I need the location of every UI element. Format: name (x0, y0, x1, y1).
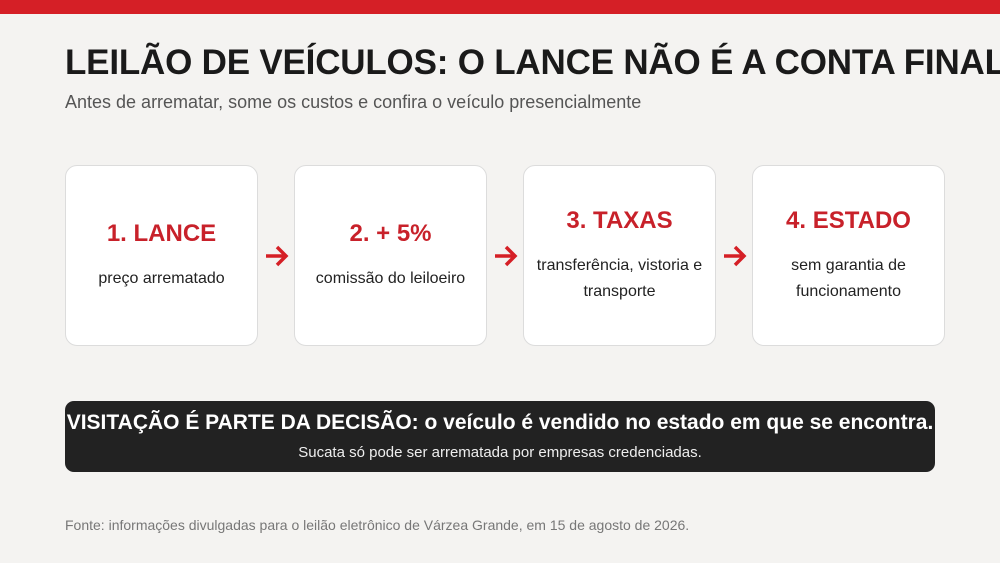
step-text: sem garantia de funcionamento (791, 256, 906, 300)
banner-note: Sucata só pode ser arrematada por empres… (298, 444, 702, 461)
step-text: comissão do leiloeiro (315, 269, 466, 287)
step-card: 2. + 5% comissão do leiloeiro (294, 165, 487, 346)
step-title: 3. TAXAS (566, 206, 673, 234)
step-title: 4. ESTADO (786, 206, 911, 234)
step-card: 1. LANCE preço arrematado (65, 165, 258, 346)
step-text: preço arrematado (98, 269, 225, 287)
title: LEILÃO DE VEÍCULOS: O LANCE NÃO É A CONT… (65, 43, 1000, 82)
arrow (495, 245, 518, 267)
top-bar (0, 0, 1000, 14)
step-title: 2. + 5% (349, 219, 432, 247)
banner (65, 401, 935, 472)
subtitle: Antes de arrematar, some os custos e con… (65, 92, 642, 112)
step-title: 1. LANCE (106, 219, 217, 247)
arrow (724, 245, 747, 267)
step-card: 4. ESTADO sem garantia de funcionamento (752, 165, 945, 346)
step-card: 3. TAXAS transferência, vistoria e trans… (523, 165, 716, 346)
arrow (266, 245, 289, 267)
banner-headline: VISITAÇÃO É PARTE DA DECISÃO: o veículo … (66, 411, 934, 434)
step-text: transferência, vistoria e transporte (536, 256, 703, 300)
source: Fonte: informações divulgadas para o lei… (65, 517, 690, 533)
